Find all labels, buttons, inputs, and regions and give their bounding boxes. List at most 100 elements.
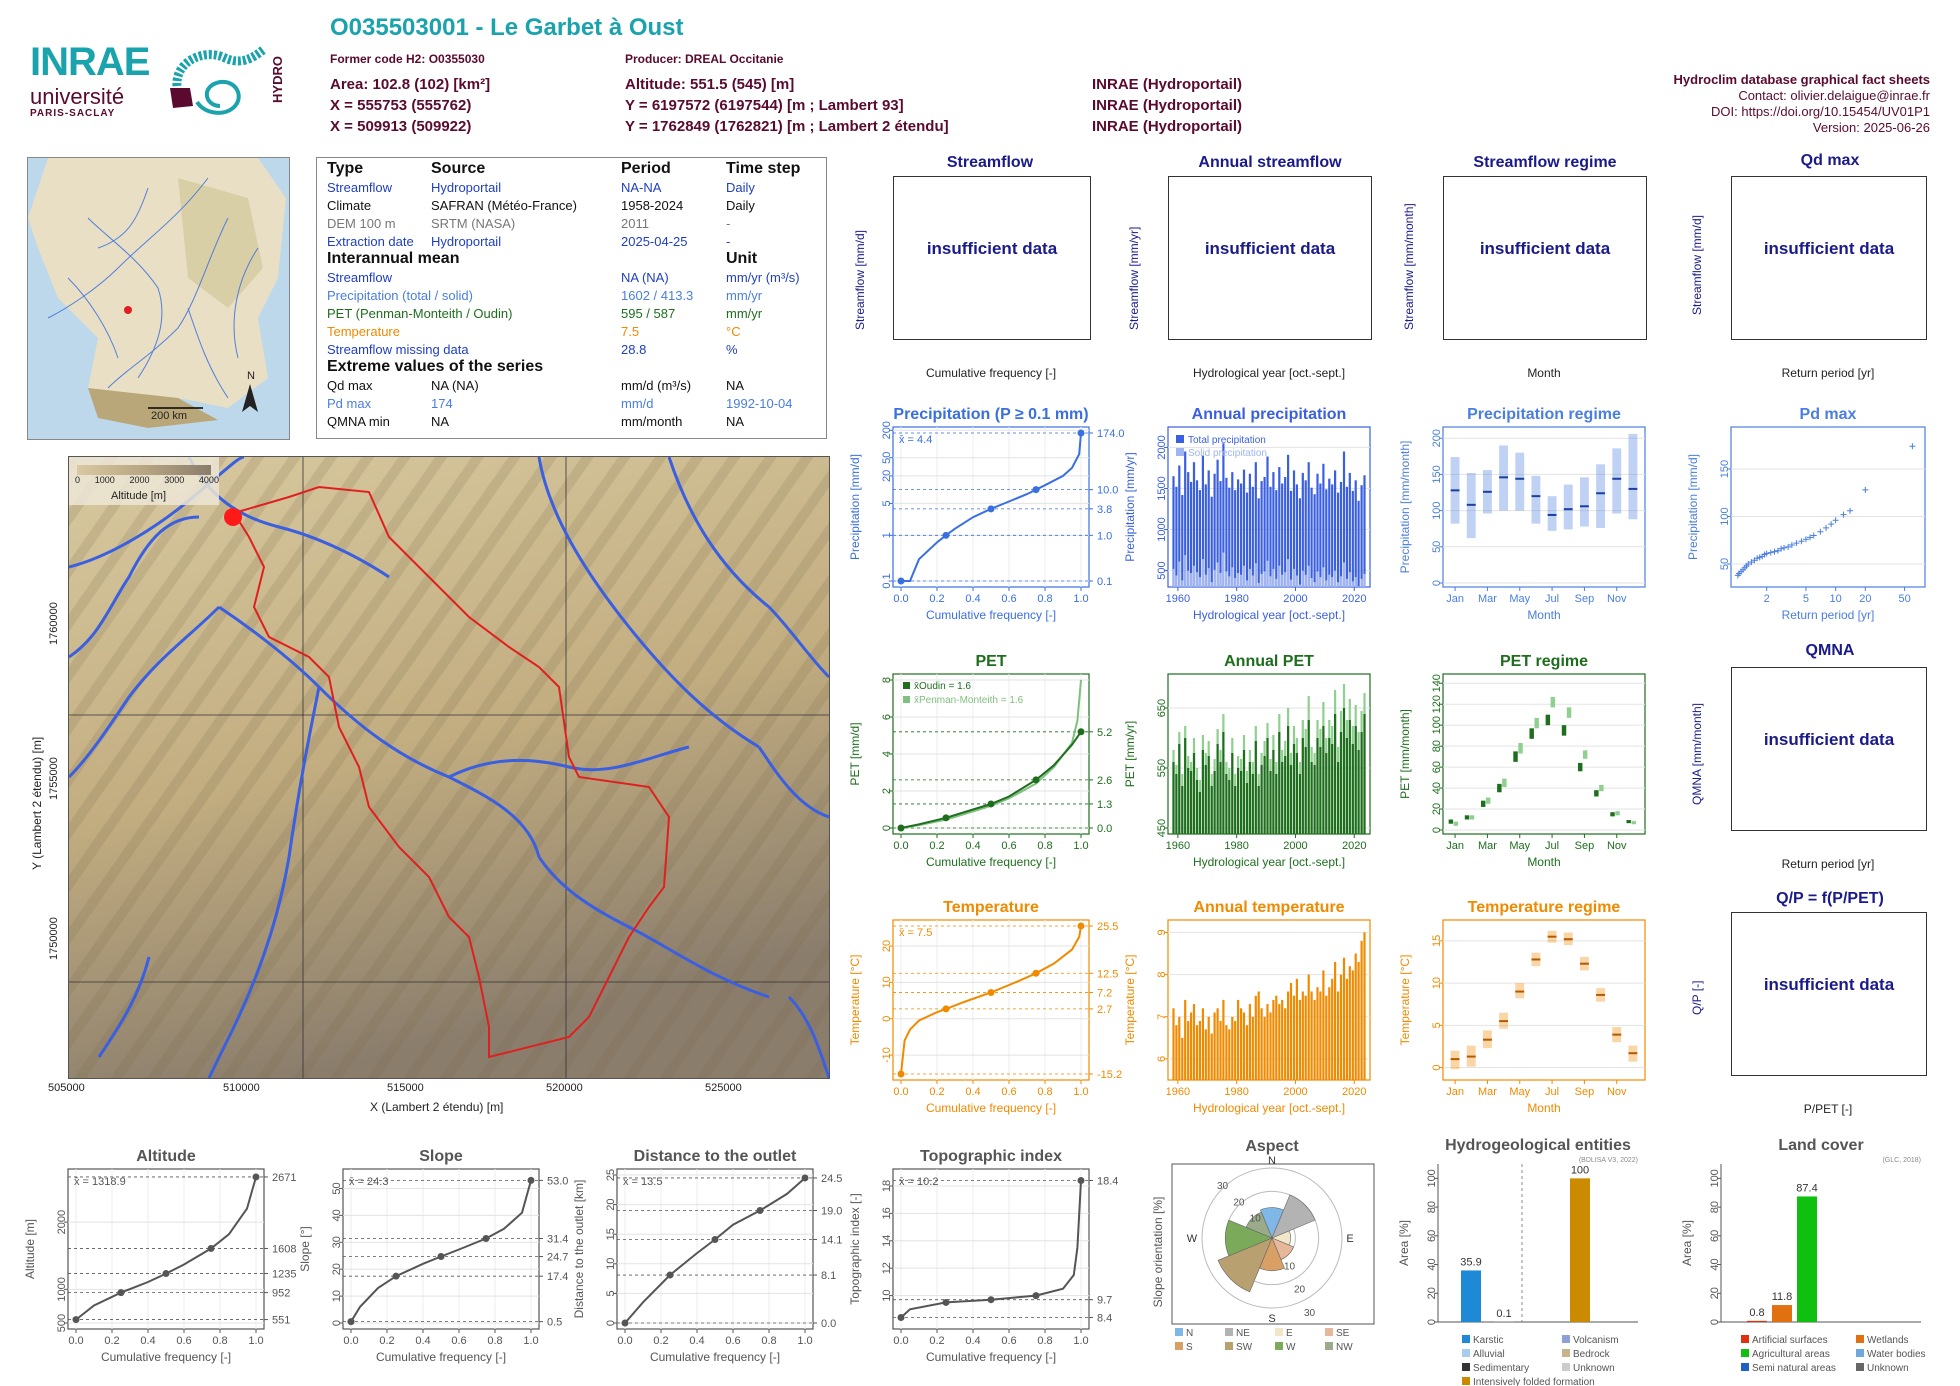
slope-cdf-xtick-label: 0.8 <box>487 1335 502 1347</box>
pdmax-point <box>1823 524 1830 531</box>
precip-regime-title: Precipitation regime <box>1467 406 1621 423</box>
precip-cdf-quantile-point <box>942 531 950 539</box>
pdmax-ylabel: Precipitation [mm/d] <box>1686 454 1700 560</box>
annual-streamflow-panel: insufficient data <box>1168 176 1372 340</box>
annual-pet-bar <box>1348 720 1351 834</box>
annual-temp-frame <box>1167 919 1371 1081</box>
qdmax-panel: insufficient data <box>1731 176 1927 340</box>
annual-temp-bar <box>1328 987 1331 1080</box>
annual-precip-bar <box>1248 568 1251 587</box>
pet-regime-box-pm <box>1550 696 1556 708</box>
pet-regime-box-pm <box>1469 815 1475 820</box>
annual-pet-bar <box>1257 786 1260 834</box>
distance-cdf-xtick-label: 0.6 <box>725 1335 740 1347</box>
legend-tick: 4000 <box>198 475 219 485</box>
annual-precip-bar <box>1325 580 1328 587</box>
annual-precip-bar <box>1275 490 1278 587</box>
pdmax-title: Pd max <box>1800 406 1857 423</box>
annual-pet-bar <box>1360 732 1363 834</box>
pdmax-xtick-label: 5 <box>1803 593 1809 605</box>
precip-regime-box <box>1596 464 1606 528</box>
table-row: DEM 100 m SRTM (NASA) 2011 - <box>327 214 800 232</box>
qmna-title: QMNA <box>1805 642 1855 659</box>
distance-cdf-quantile-point <box>756 1207 764 1215</box>
qdmax-xlabel: Return period [yr] <box>1781 366 1875 380</box>
annual-precip-bar <box>1254 462 1257 587</box>
slope-cdf-ytick-label: 10 <box>331 1290 343 1302</box>
precip-cdf-ytick-label: 20 <box>881 470 893 482</box>
cell: 2011 <box>621 215 649 231</box>
pet-cdf-xlabel: Cumulative frequency [-] <box>926 855 1056 869</box>
distance-cdf-right-label: 19.0 <box>821 1206 842 1218</box>
hydrogeology-legend-label: Karstic <box>1473 1335 1504 1346</box>
annual-temp-xtick-label: 1980 <box>1224 1086 1248 1098</box>
pdmax-point <box>1807 534 1814 541</box>
landcover-legend-label: Unknown <box>1867 1363 1909 1374</box>
topo-cdf-frame <box>892 1168 1090 1330</box>
annual-pet-bar <box>1240 771 1243 834</box>
pdmax-point <box>1847 507 1854 514</box>
distance-cdf-ylabel: Distance to the outlet [km] <box>572 1180 586 1319</box>
pet-regime-xlabel: Month <box>1527 855 1560 869</box>
pet-regime-box-oudin <box>1577 762 1583 772</box>
pet-regime-ytick-label: 140 <box>1431 674 1443 692</box>
topo-cdf-mean-label: x̄ = 10.2 <box>899 1176 938 1188</box>
annual-pet-bar <box>1213 771 1216 834</box>
th-period: Period <box>621 160 671 177</box>
annual-precip-bar <box>1278 467 1281 587</box>
aspect-sector <box>1245 1211 1273 1239</box>
hydrogeology-legend-swatch <box>1562 1363 1570 1371</box>
precip-cdf-right-label: 0.1 <box>1097 576 1112 588</box>
cell: Daily <box>726 179 755 195</box>
distance-cdf-xtick-label: 0.0 <box>617 1335 632 1347</box>
annual-temp-bar <box>1354 953 1357 1080</box>
distance-cdf-quantile-point <box>711 1236 719 1244</box>
contact[interactable]: Contact: olivier.delaigue@inrae.fr <box>1738 88 1930 103</box>
annual-temp-bar <box>1363 932 1366 1080</box>
annual-precip-bar <box>1287 559 1290 587</box>
annual-temp-ylabel: Temperature [°C] <box>1123 955 1137 1046</box>
doi[interactable]: DOI: https://doi.org/10.15454/UV01P1 <box>1711 104 1930 119</box>
annual-temp-bar <box>1292 995 1296 1080</box>
insufficient-data-label: insufficient data <box>1479 239 1611 258</box>
precip-cdf-quantile-point <box>897 577 905 585</box>
annual-temp-bar <box>1228 1029 1231 1080</box>
pet-regime-box-oudin <box>1626 820 1631 824</box>
annual-temp-bar <box>1245 1025 1249 1080</box>
annual-pet-bar <box>1304 747 1307 834</box>
temp-cdf-quantile-point <box>1032 969 1040 977</box>
cell: NA (NA) <box>431 377 479 393</box>
temp-regime-ytick-label: 5 <box>1431 1022 1443 1028</box>
station-title: O035503001 - Le Garbet à Oust <box>330 14 684 41</box>
annual-precip-bar <box>1272 568 1275 587</box>
slope-cdf-right-label: 24.7 <box>547 1252 568 1264</box>
header-source-2: INRAE (Hydroportail) <box>1092 97 1242 114</box>
annual-precip-bar <box>1192 462 1196 587</box>
precip-cdf-ytick-label: 1 <box>881 532 893 538</box>
aspect-ring-label: 20 <box>1294 1285 1306 1296</box>
annual-pet-bar <box>1284 756 1287 834</box>
aspect-legend-label: NW <box>1336 1342 1353 1353</box>
hydrogeology-ytick-label: 100 <box>1426 1169 1438 1187</box>
landcover-legend-swatch <box>1741 1335 1749 1343</box>
qp-title: Q/P = f(P/PET) <box>1776 890 1884 907</box>
altitude-cdf-ytick-label: 1000 <box>56 1277 68 1301</box>
hydrogeology-value-label: 100 <box>1571 1164 1589 1176</box>
precip-regime-box <box>1515 452 1525 511</box>
temp-cdf-xtick-label: 0.4 <box>965 1086 980 1098</box>
pet-cdf-legend-label: x̄Oudin = 1.6 <box>914 681 971 692</box>
annual-pet-bar <box>1231 753 1234 834</box>
temp-cdf-right-label: 12.5 <box>1097 968 1118 980</box>
landcover-legend-label: Water bodies <box>1867 1349 1926 1360</box>
landcover-ytick-label: 20 <box>1709 1287 1721 1299</box>
aspect-legend-label: E <box>1286 1328 1293 1339</box>
temp-regime-ytick-label: 0 <box>1431 1064 1443 1070</box>
basin-map: 0 1000 2000 3000 4000 Altitude [m] <box>68 456 830 1079</box>
landcover-legend-swatch <box>1856 1363 1864 1371</box>
precip-cdf-ytick-label: 200 <box>881 421 893 439</box>
cell: - <box>726 215 731 231</box>
annual-pet-bar <box>1248 762 1251 834</box>
topo-cdf-xtick-label: 0.0 <box>893 1335 908 1347</box>
temp-regime-ylabel: Temperature [°C] <box>1398 955 1412 1046</box>
annual-pet-bar <box>1345 738 1348 834</box>
